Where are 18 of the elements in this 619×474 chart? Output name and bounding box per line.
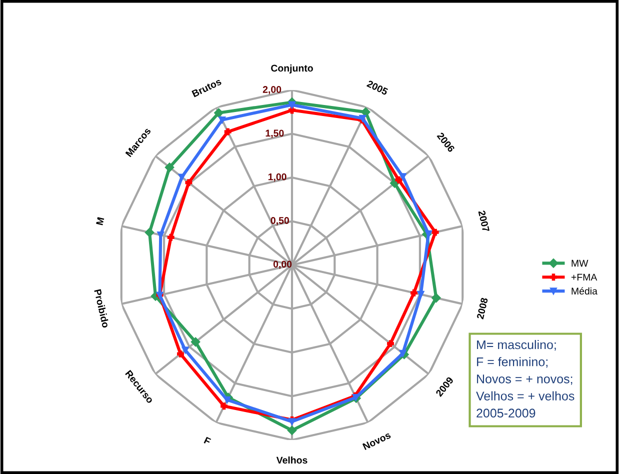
legend-label: +FMA (571, 274, 598, 281)
spoke-label: Novos (362, 432, 392, 450)
spoke-label: F (204, 436, 212, 445)
legend-label: Média (572, 287, 598, 295)
spoke-label: M (96, 217, 104, 226)
y-tick-label: 0,00 (273, 260, 292, 270)
legend-label: MW (572, 260, 588, 267)
spoke-label: Conjunto (271, 64, 313, 74)
spoke-label: 2005 (366, 80, 388, 96)
text: M= masculino; F = feminino; Novos = + novos; Velhos = + velhos 2005-2009 (476, 340, 574, 418)
y-tick-label: 1,00 (268, 173, 286, 182)
spoke-label: Velhos (276, 456, 308, 464)
y-tick-label: 0,50 (270, 217, 289, 226)
y-tick-label: 1,50 (266, 130, 284, 138)
spoke-label: Proibido (94, 289, 110, 328)
spoke-label: 2007 (478, 210, 490, 232)
y-tick-label: 2,00 (262, 86, 282, 94)
spoke-label: 2008 (476, 297, 488, 320)
